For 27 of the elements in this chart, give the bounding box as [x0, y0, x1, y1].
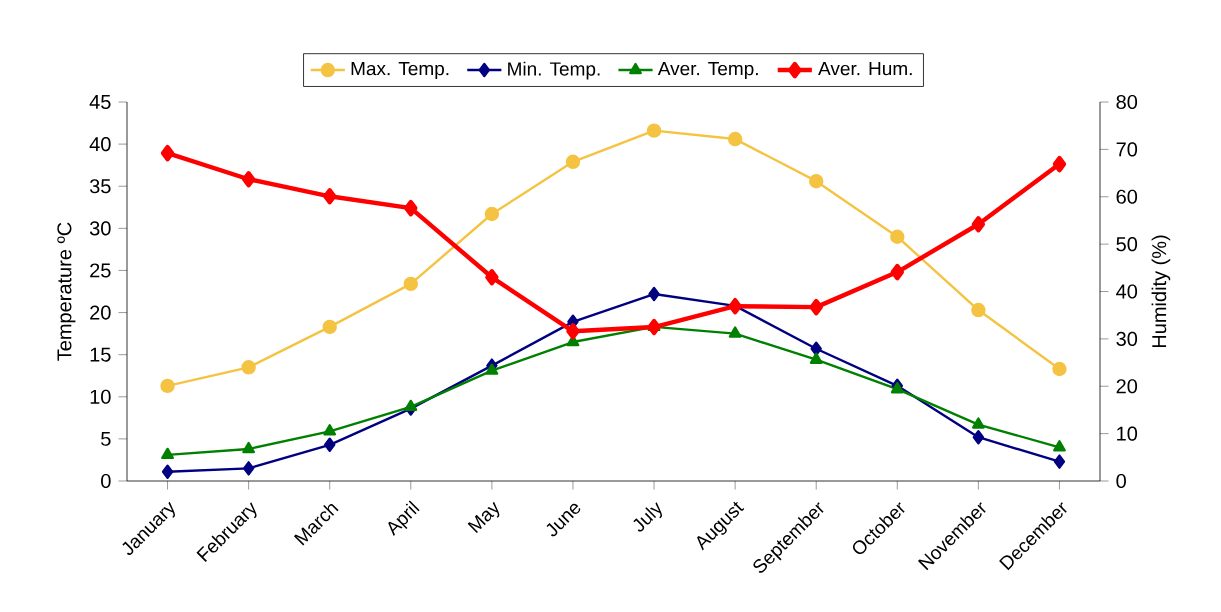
y-tick-label: 45: [89, 95, 111, 109]
y-tick-label: 15: [90, 347, 111, 362]
y2-tick-label: 10: [1117, 426, 1138, 441]
legend-label: Min. Temp.: [508, 61, 600, 80]
y-tick-label: 30: [89, 221, 111, 236]
y2-tick-label: 60: [1116, 189, 1138, 204]
y2-tick-label: 80: [1116, 94, 1138, 110]
y2-tick-label: 40: [1116, 284, 1138, 299]
y-tick-label: 40: [89, 137, 111, 152]
y2-tick-label: 0: [1116, 473, 1126, 489]
y2-tick-label: 50: [1116, 237, 1138, 252]
x-tick-label: July: [633, 502, 662, 532]
y-tick-label: 0: [101, 473, 111, 489]
y-tick-label: 10: [90, 389, 111, 404]
y-tick-label: 35: [89, 179, 111, 194]
y2-axis-title: Humidity (%): [1151, 235, 1171, 348]
y-axis-title: Temperature ºC: [57, 222, 76, 361]
legend-label: Aver. Temp.: [657, 62, 758, 80]
y-tick-label: 5: [101, 431, 111, 446]
y2-tick-label: 30: [1116, 331, 1138, 346]
legend-label: Max. Temp.: [351, 62, 449, 80]
y-tick-label: 20: [90, 305, 111, 320]
y2-tick-label: 70: [1116, 142, 1138, 157]
legend-label: Aver. Hum.: [818, 62, 912, 76]
y-tick-label: 25: [90, 263, 111, 278]
x-tick-label: May: [467, 501, 500, 534]
y2-tick-label: 20: [1116, 379, 1138, 394]
